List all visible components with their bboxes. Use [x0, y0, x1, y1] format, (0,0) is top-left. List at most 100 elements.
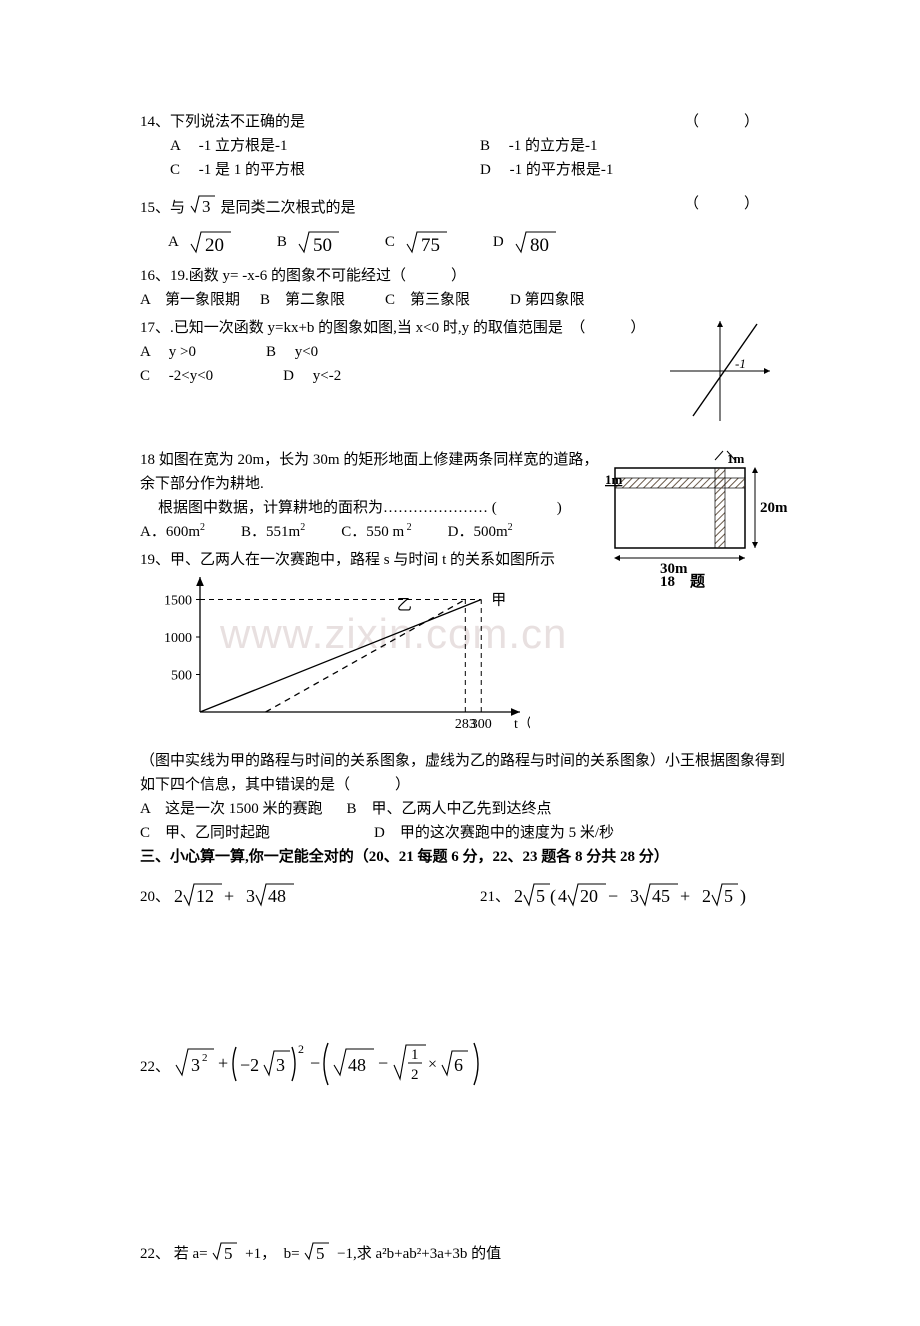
q15-opt-c: C 75	[385, 228, 449, 256]
svg-text:4: 4	[558, 886, 567, 906]
svg-text:×: ×	[428, 1056, 437, 1073]
q16-opt-b: B 第二象限	[260, 288, 345, 312]
label-b: B	[277, 230, 287, 254]
q16-opt-a: A 第一象限期	[140, 288, 240, 312]
question-21: 21、 2 5 ( 4 20 − 3 45 + 2 5 )	[480, 879, 774, 909]
svg-text:500: 500	[171, 669, 192, 684]
q17-line-graph: -1	[665, 316, 775, 426]
q15-opt-a: A 20	[168, 228, 233, 256]
question-22b: 22、 若 a= 5 +1， b= 5 −1,求 a²b+ab²+3a+3b 的…	[140, 1239, 795, 1266]
svg-text:50: 50	[313, 235, 332, 256]
svg-text:80: 80	[530, 235, 549, 256]
svg-text:1m: 1m	[605, 472, 623, 487]
question-22a: 22、 32 + −2 3 2 − 48 − 1 2 × 6	[140, 1039, 795, 1089]
svg-text:5: 5	[536, 886, 545, 906]
sqrt5b-icon: 5	[303, 1239, 333, 1263]
q17-opt-b: B y<0	[266, 340, 318, 364]
svg-text:75: 75	[421, 235, 440, 256]
svg-text:48: 48	[348, 1055, 366, 1075]
svg-text:−: −	[310, 1053, 320, 1073]
q19-opt-b: B 甲、乙两人中乙先到达终点	[347, 797, 552, 821]
section-3-title: 三、小心算一算,你一定能全对的（20、21 每题 6 分，22、23 题各 8 …	[140, 845, 795, 869]
q16-opt-d: D 第四象限	[510, 288, 585, 312]
q18-line2: 根据图中数据，计算耕地的面积为………………… ( )	[158, 496, 605, 520]
svg-text:3: 3	[246, 886, 255, 906]
svg-text:2: 2	[202, 1052, 208, 1064]
sqrt-3-icon: 3	[189, 192, 217, 216]
q19-opt-c: C 甲、乙同时起跑	[140, 821, 350, 845]
svg-text:(: (	[550, 886, 556, 907]
sqrt-50-icon: 50	[297, 228, 341, 256]
q18-stem: 18 如图在宽为 20m，长为 30m 的矩形地面上修建两条同样宽的道路，余下部…	[140, 448, 605, 496]
svg-text:+: +	[218, 1053, 228, 1073]
sqrt-20-icon: 20	[189, 228, 233, 256]
q18-opt-a: A．600m2	[140, 520, 205, 544]
q19-opt-a: A 这是一次 1500 米的赛跑	[140, 797, 323, 821]
svg-text:1500: 1500	[164, 594, 192, 609]
svg-text:−: −	[608, 886, 618, 906]
q20-label: 20、	[140, 889, 170, 905]
q18-field-diagram: 1m 1m 20m 30m 18 题	[605, 448, 795, 588]
svg-text:2: 2	[411, 1067, 419, 1083]
q15-paren: （ ）	[684, 192, 759, 216]
svg-text:−2: −2	[240, 1055, 259, 1075]
svg-text:2: 2	[298, 1042, 304, 1056]
q22a-label: 22、	[140, 1059, 170, 1075]
q14-paren: （ ）	[684, 110, 759, 134]
q15-opt-d: D 80	[493, 228, 558, 256]
svg-text:2: 2	[702, 886, 711, 906]
question-19: 19、甲、乙两人在一次赛跑中，路程 s 与时间 t 的关系如图所示 500 100…	[140, 548, 605, 745]
q21-label: 21、	[480, 889, 510, 905]
q17-stem: 17、.已知一次函数 y=kx+b 的图象如图,当 x<0 时,y 的取值范围是…	[140, 316, 665, 340]
sqrt-75-icon: 75	[405, 228, 449, 256]
svg-text:5: 5	[224, 1244, 233, 1263]
question-20: 20、 2 12 + 3 48	[140, 879, 480, 909]
svg-text:t（秒）: t（秒）	[514, 716, 530, 732]
svg-text:2: 2	[174, 886, 183, 906]
svg-text:300: 300	[471, 717, 492, 732]
label-d: D	[493, 230, 504, 254]
q19-opt-d: D 甲的这次赛跑中的速度为 5 米/秒	[374, 821, 614, 845]
question-16: 16、19.函数 y= -x-6 的图象不可能经过（ ） A 第一象限期 B 第…	[140, 264, 795, 312]
q14-opt-c: C -1 是 1 的平方根	[170, 158, 440, 182]
svg-text:甲: 甲	[491, 593, 506, 609]
q18-opt-c: C．550 m 2	[341, 520, 411, 544]
svg-text:3: 3	[202, 197, 211, 216]
svg-text:20: 20	[205, 235, 224, 256]
q22b-post: −1,求 a²b+ab²+3a+3b 的值	[337, 1246, 501, 1262]
svg-text:45: 45	[652, 886, 670, 906]
sqrt-80-icon: 80	[514, 228, 558, 256]
q19-explanation: （图中实线为甲的路程与时间的关系图象，虚线为乙的路程与时间的关系图象）小王根据图…	[140, 749, 795, 797]
svg-text:+: +	[224, 886, 234, 906]
svg-text:5: 5	[724, 886, 733, 906]
q19-distance-time-chart: 50010001500283300甲乙t（秒）	[140, 572, 530, 737]
svg-text:5: 5	[316, 1244, 325, 1263]
sqrt5a-icon: 5	[211, 1239, 241, 1263]
svg-text:): )	[740, 886, 746, 907]
svg-text:3: 3	[191, 1055, 200, 1075]
q18-opt-b: B．551m2	[241, 520, 305, 544]
q17-opt-d: D y<-2	[283, 364, 341, 388]
svg-text:3: 3	[630, 886, 639, 906]
q14-opt-b: B -1 的立方是-1	[480, 134, 598, 158]
svg-text:12: 12	[196, 886, 214, 906]
q20-expression: 2 12 + 3 48	[174, 879, 314, 909]
svg-text:−: −	[378, 1053, 388, 1073]
q19-stem: 19、甲、乙两人在一次赛跑中，路程 s 与时间 t 的关系如图所示	[140, 548, 605, 572]
q15-opt-b: B 50	[277, 228, 341, 256]
q22b-mid: +1， b=	[245, 1246, 299, 1262]
q18-opt-d: D．500m2	[448, 520, 513, 544]
svg-text:1000: 1000	[164, 631, 192, 646]
q15-post: 是同类二次根式的是	[221, 200, 356, 216]
question-14: 14、下列说法不正确的是 （ ） A -1 立方根是-1 B -1 的立方是-1…	[140, 110, 795, 182]
q16-stem: 16、19.函数 y= -x-6 的图象不可能经过（ ）	[140, 264, 795, 288]
svg-text:1: 1	[411, 1047, 419, 1063]
svg-text:48: 48	[268, 886, 286, 906]
svg-text:-1: -1	[735, 356, 746, 371]
q16-opt-c: C 第三象限	[385, 288, 470, 312]
q22a-expression: 32 + −2 3 2 − 48 − 1 2 × 6	[174, 1039, 494, 1089]
q14-opt-a: A -1 立方根是-1	[170, 134, 440, 158]
question-18: 18 如图在宽为 20m，长为 30m 的矩形地面上修建两条同样宽的道路，余下部…	[140, 448, 605, 544]
svg-text:2: 2	[514, 886, 523, 906]
question-15: 15、与 3 是同类二次根式的是 （ ） A 20 B 50 C 75 D 80	[140, 192, 795, 256]
